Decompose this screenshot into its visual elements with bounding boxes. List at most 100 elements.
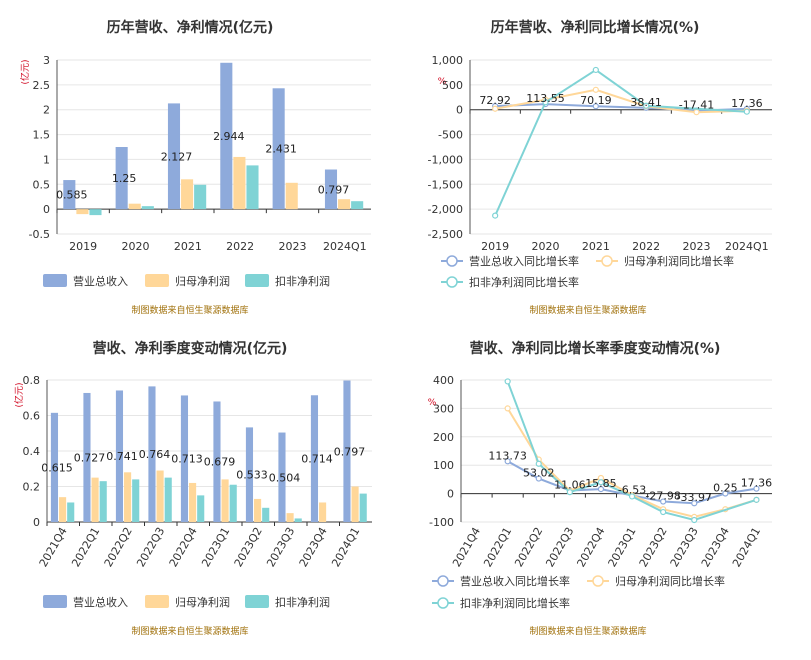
y-tick-label: 2 — [43, 104, 50, 117]
chart-title: 营收、净利季度变动情况(亿元) — [93, 340, 288, 357]
y-tick-label: 300 — [433, 402, 454, 415]
point-deducted-profit-growth — [691, 516, 698, 524]
bar-net-profit — [338, 199, 351, 210]
bar-revenue — [272, 88, 285, 210]
y-tick-label: 400 — [433, 374, 454, 387]
point-deducted-profit-growth — [492, 212, 499, 219]
point-deducted-profit-growth — [643, 102, 650, 109]
bar-net-profit — [221, 479, 229, 522]
bar-deducted-profit — [141, 206, 154, 210]
point-net-profit-growth — [492, 105, 499, 112]
line-revenue-growth — [495, 103, 747, 112]
y-tick-label: 0 — [456, 104, 463, 117]
bar-net-profit — [285, 182, 298, 210]
bar-deducted-profit — [67, 502, 75, 522]
y-tick-label: 0.2 — [23, 481, 41, 494]
data-label: 0.741 — [106, 450, 138, 463]
point-revenue-growth — [691, 500, 698, 507]
legend-label: 归母净利润 — [175, 274, 230, 288]
point-revenue-growth — [753, 485, 760, 492]
bar-net-profit — [59, 497, 67, 522]
x-tick-label: 2022Q2 — [102, 525, 135, 569]
x-tick-label: 2022Q1 — [481, 525, 514, 569]
legend-marker-deducted-profit-growth — [437, 597, 449, 609]
data-label: 0.533 — [236, 469, 268, 482]
data-label: -33.97 — [677, 491, 712, 504]
data-label: 0.585 — [56, 189, 88, 202]
bar-deducted-profit — [164, 477, 172, 522]
x-tick-label: 2022Q4 — [167, 525, 200, 569]
unit-label: (亿元) — [19, 59, 31, 84]
data-label: 0.797 — [318, 183, 350, 196]
bar-revenue — [63, 180, 76, 210]
bar-net-profit — [128, 203, 141, 210]
legend-marker-net-profit-growth — [601, 255, 613, 267]
data-label: 0.679 — [204, 456, 236, 469]
y-tick-label: 2.5 — [33, 79, 51, 92]
bar-net-profit — [351, 486, 359, 522]
point-deducted-profit-growth — [628, 493, 636, 500]
bar-net-profit — [124, 472, 132, 522]
y-tick-label: 0 — [447, 488, 454, 501]
data-label: 17.36 — [731, 97, 763, 110]
line-net-profit-growth — [494, 88, 747, 114]
x-tick-label: 2024Q1 — [329, 525, 362, 569]
legend-label: 归母净利润 — [175, 595, 230, 609]
x-tick-label: 2021 — [582, 240, 610, 253]
x-tick-label: 2023Q2 — [232, 525, 265, 569]
x-tick-label: 2023Q1 — [199, 525, 232, 569]
legend-swatch-net-profit — [145, 595, 169, 608]
legend-label: 营业总收入同比增长率 — [460, 574, 570, 588]
x-tick-label: 2023Q4 — [297, 525, 330, 569]
y-tick-label: 3 — [43, 54, 50, 67]
legend-label: 扣非净利润 — [275, 595, 330, 609]
bar-revenue — [343, 380, 351, 522]
y-tick-label: -2,500 — [428, 228, 463, 241]
legend-label: 归母净利润同比增长率 — [615, 574, 725, 588]
data-label: 0.713 — [171, 453, 203, 466]
data-label: 11.06 — [554, 478, 586, 491]
bar-net-profit — [76, 209, 89, 215]
point-revenue-growth — [592, 103, 599, 110]
bar-net-profit — [189, 482, 197, 522]
y-tick-label: -1,000 — [428, 153, 463, 166]
data-label: 0.504 — [269, 471, 301, 484]
line-net-profit-growth — [506, 407, 757, 518]
point-net-profit-growth — [504, 405, 511, 412]
bar-revenue — [115, 147, 128, 210]
data-label: 113.55 — [526, 92, 565, 105]
data-label: 70.19 — [580, 94, 612, 107]
unit-label: (亿元) — [13, 382, 25, 407]
data-label: 17.36 — [741, 477, 773, 490]
point-revenue-growth — [722, 490, 729, 497]
y-tick-label: -2,000 — [428, 203, 463, 216]
legend-label: 归母净利润同比增长率 — [624, 254, 734, 268]
y-tick-label: 0 — [43, 203, 50, 216]
point-deducted-profit-growth — [566, 489, 573, 496]
data-label: 2.431 — [265, 143, 297, 156]
legend-swatch-deducted-profit — [245, 595, 269, 608]
data-label: 0.615 — [41, 461, 73, 474]
unit-label: % — [438, 77, 447, 87]
data-label: 0.727 — [74, 451, 106, 464]
point-deducted-profit-growth — [660, 508, 667, 516]
y-tick-label: 500 — [442, 79, 463, 92]
x-tick-label: 2022 — [632, 240, 660, 253]
bar-revenue — [50, 412, 59, 522]
bar-deducted-profit — [89, 209, 102, 216]
bar-deducted-profit — [359, 493, 367, 522]
legend-label: 营业总收入 — [73, 274, 128, 288]
point-deducted-profit-growth — [753, 496, 760, 503]
data-label: 53.02 — [523, 467, 555, 480]
point-revenue-growth — [597, 485, 605, 493]
unit-label: % — [428, 398, 437, 408]
x-tick-label: 2022Q3 — [543, 525, 576, 569]
bar-deducted-profit — [246, 165, 259, 210]
x-tick-label: 2021Q4 — [450, 525, 483, 569]
footnote: 制图数据来自恒生聚源数据库 — [131, 625, 248, 637]
y-tick-label: -100 — [429, 516, 454, 529]
data-label: 1.25 — [112, 172, 137, 185]
y-tick-label: 0.8 — [23, 374, 41, 387]
x-tick-label: 2022Q1 — [69, 525, 102, 569]
